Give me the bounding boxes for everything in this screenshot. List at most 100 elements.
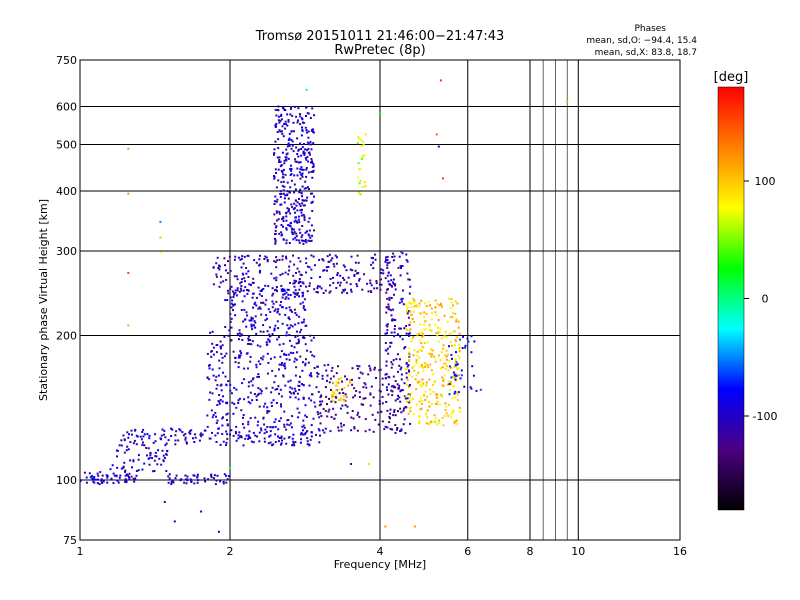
data-point — [224, 375, 227, 378]
data-point — [165, 453, 168, 456]
data-point — [283, 288, 286, 291]
data-point — [306, 196, 309, 199]
data-point — [408, 323, 411, 326]
data-point — [458, 406, 461, 409]
data-point — [385, 311, 388, 314]
data-point — [301, 118, 304, 121]
data-point — [451, 411, 454, 413]
data-point — [259, 427, 262, 430]
data-point — [428, 405, 431, 408]
data-point — [405, 372, 408, 375]
data-point — [276, 320, 279, 323]
data-point — [125, 449, 128, 452]
data-point — [286, 113, 289, 116]
data-point — [378, 400, 381, 402]
data-point — [339, 396, 342, 399]
data-point — [346, 411, 349, 414]
data-point — [298, 295, 300, 298]
data-point — [441, 416, 444, 419]
data-point — [326, 415, 329, 418]
data-point — [276, 388, 279, 390]
data-point — [275, 266, 278, 269]
data-point — [295, 314, 298, 317]
data-point — [296, 121, 299, 124]
data-point — [126, 445, 129, 448]
data-point — [260, 313, 263, 316]
data-point — [325, 266, 328, 269]
data-point — [452, 409, 455, 412]
data-point — [275, 300, 278, 303]
data-point — [375, 282, 378, 285]
data-point — [291, 227, 294, 230]
data-point — [399, 368, 402, 371]
data-point — [285, 291, 288, 294]
data-point — [226, 478, 229, 481]
data-point — [395, 358, 398, 361]
data-point — [291, 415, 294, 418]
data-point — [301, 225, 304, 227]
data-point — [326, 403, 328, 406]
chart-title: Tromsø 20151011 21:46:00−21:47:43 — [255, 29, 505, 44]
data-point — [311, 210, 314, 212]
data-point — [448, 345, 450, 348]
data-point — [308, 188, 310, 190]
data-point — [318, 404, 321, 407]
data-point — [385, 401, 388, 403]
data-point — [393, 335, 396, 338]
data-point — [149, 452, 152, 454]
data-point — [281, 272, 284, 275]
data-point — [322, 269, 325, 272]
data-point — [282, 176, 285, 179]
data-point — [386, 274, 389, 277]
data-point — [234, 289, 237, 292]
data-point — [255, 304, 258, 307]
data-point — [117, 481, 120, 484]
data-point — [229, 383, 232, 386]
data-point — [369, 392, 372, 395]
data-point — [358, 416, 361, 418]
data-point — [358, 391, 361, 394]
data-point — [254, 321, 257, 324]
data-point — [295, 216, 297, 219]
data-point — [219, 398, 222, 401]
data-point — [85, 476, 88, 479]
data-point — [365, 386, 368, 389]
data-point — [279, 130, 282, 133]
data-point — [391, 256, 394, 258]
data-point — [269, 441, 272, 444]
data-point — [252, 277, 255, 280]
data-point — [278, 343, 281, 346]
data-point — [164, 444, 167, 447]
data-point — [287, 142, 290, 145]
data-point — [125, 473, 128, 476]
data-point — [116, 479, 119, 482]
data-point — [308, 397, 311, 400]
data-point — [285, 194, 288, 197]
data-point — [271, 294, 274, 297]
data-point — [393, 293, 395, 296]
data-point — [279, 160, 282, 163]
data-point — [392, 252, 395, 255]
data-point — [433, 323, 436, 326]
data-point — [273, 153, 275, 156]
data-point — [392, 278, 395, 281]
data-point — [301, 130, 304, 133]
data-point — [451, 315, 454, 318]
data-point — [361, 372, 364, 375]
data-point — [206, 377, 209, 379]
data-point — [271, 386, 274, 389]
data-point — [222, 371, 224, 374]
data-point — [435, 402, 437, 405]
data-point — [292, 130, 295, 133]
data-point — [194, 436, 197, 439]
data-point — [313, 229, 315, 232]
data-point — [242, 414, 245, 417]
data-point — [135, 434, 138, 437]
data-point — [299, 331, 302, 334]
data-point — [298, 228, 301, 231]
data-point — [132, 477, 135, 480]
data-point — [263, 440, 266, 443]
data-point — [380, 283, 383, 286]
data-point — [270, 272, 273, 275]
data-point — [293, 295, 296, 298]
